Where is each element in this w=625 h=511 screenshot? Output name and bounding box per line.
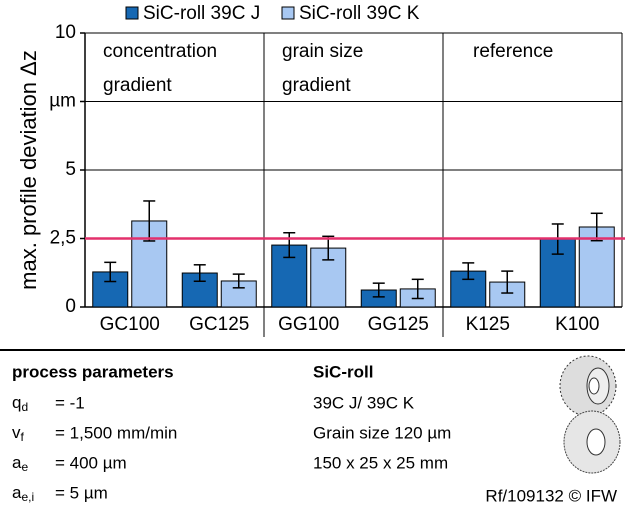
parameter-symbol: a [12,453,22,472]
panel-title: SiC-roll [313,362,373,381]
y-tick-label: 2,5 [50,228,76,249]
region-label: grain size [282,41,363,62]
y-tick-label: 5 [65,159,76,180]
legend-swatch [281,6,295,20]
x-tick-label: GG100 [278,314,339,335]
error-bar [462,262,475,281]
error-bar [590,212,603,242]
y-tick-label: 0 [65,296,76,317]
error-bar [372,282,385,298]
parameter: ae [12,453,28,474]
error-bar [104,261,117,283]
legend-label: SiC-roll 39C J [143,3,260,24]
footer: Rf/109132 © IFW [485,486,617,505]
parameter-subscript: e [21,460,28,474]
roll-icons [559,355,621,474]
region-label: reference [473,41,553,62]
roll-spec: 39C J/ 39C K [313,393,415,412]
parameter-value: = 400 µm [55,453,127,472]
error-bar [283,231,296,259]
legend-swatch [125,6,139,20]
y-axis-label: max. profile deviation Δz [16,50,41,290]
error-bar [501,270,514,294]
region-label: concentration [103,41,217,62]
x-tick-label: GC100 [100,314,160,335]
region-label: gradient [282,75,351,96]
parameter-value: = 5 µm [55,483,108,502]
parameter-symbol: a [12,483,22,502]
y-tick-label: 10 [55,22,76,43]
error-bar [411,278,424,300]
x-tick-label: GG125 [368,314,429,335]
x-tick-label: GC125 [189,314,249,335]
roll-spec: Grain size 120 µm [313,423,451,442]
legend-label: SiC-roll 39C K [299,3,420,24]
x-tick-label: K125 [466,314,510,335]
parameter: qd [12,393,28,414]
error-bar [322,235,335,261]
parameter: vf [12,423,25,444]
region-label: gradient [103,75,172,96]
y-tick-label: µm [49,91,76,112]
error-bar [143,200,156,242]
parameter-symbol: v [12,423,21,442]
parameter-subscript: d [21,400,28,414]
parameter-value: = 1,500 mm/min [55,423,177,442]
parameter-subscript: f [21,430,25,444]
parameter-value: = -1 [55,393,85,412]
x-tick-label: K100 [555,314,599,335]
roll-spec: 150 x 25 x 25 mm [313,453,448,472]
parameter: ae,i [12,483,34,504]
error-bar [193,264,206,282]
panel-title: process parameters [12,362,174,381]
parameter-symbol: q [12,393,21,412]
parameter-subscript: e,i [21,490,34,504]
error-bar [232,273,245,289]
